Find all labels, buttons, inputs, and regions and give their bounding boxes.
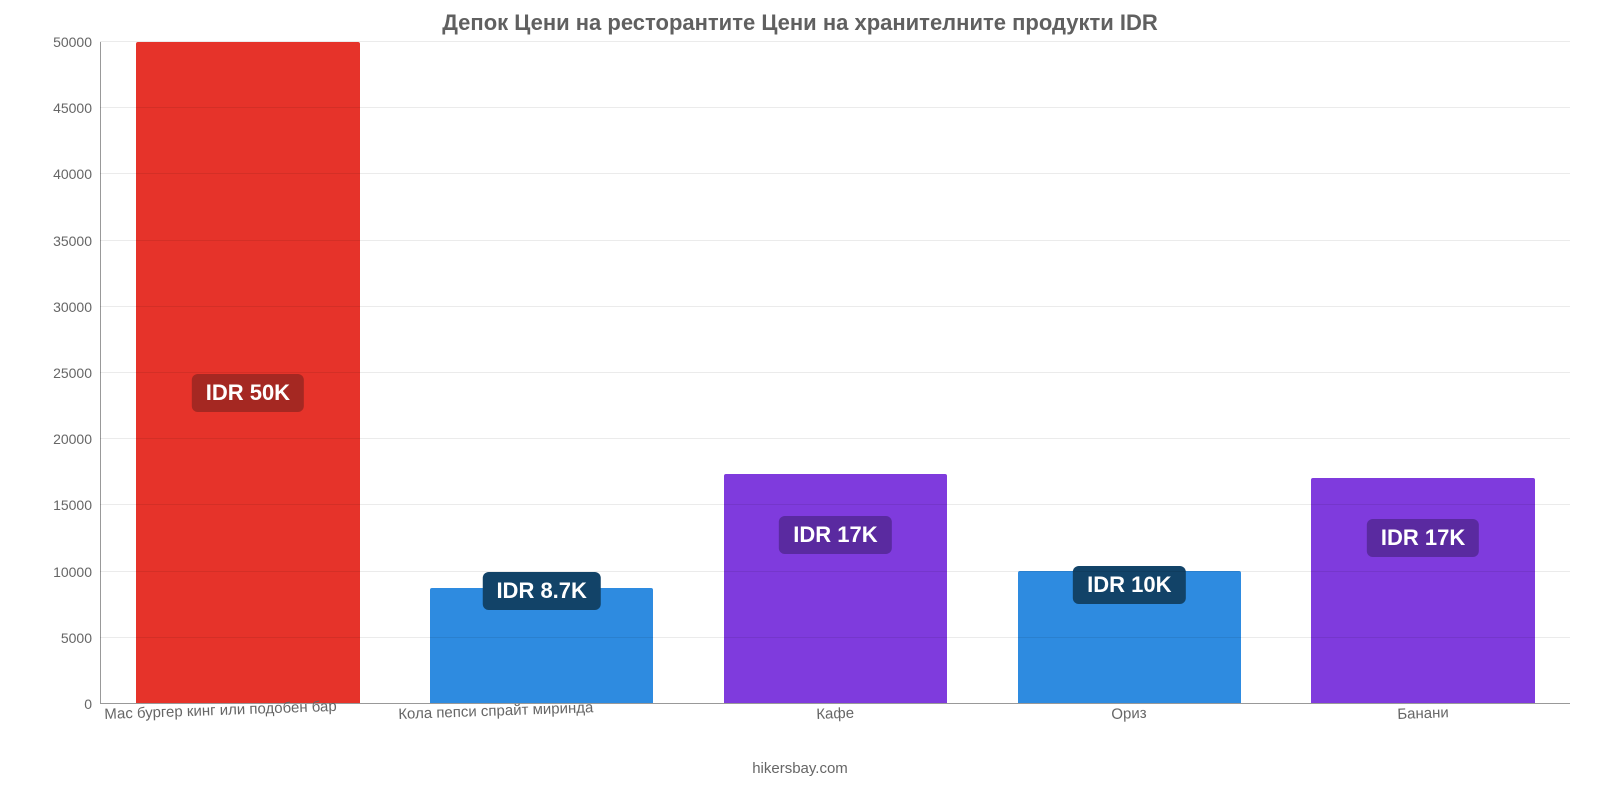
bar	[1311, 478, 1534, 703]
x-axis-label: Кола пепси спрайт миринда	[394, 706, 688, 723]
plot-area: 0500010000150002000025000300003500040000…	[30, 42, 1570, 704]
x-axis-label: Кафе	[688, 706, 982, 723]
y-axis: 0500010000150002000025000300003500040000…	[30, 42, 100, 704]
y-tick-label: 10000	[32, 564, 92, 580]
y-gridline	[100, 41, 1570, 42]
y-gridline	[100, 637, 1570, 638]
y-gridline	[100, 571, 1570, 572]
y-gridline	[100, 107, 1570, 108]
y-tick-label: 50000	[32, 34, 92, 50]
y-tick-label: 20000	[32, 431, 92, 447]
y-tick-label: 0	[32, 696, 92, 712]
y-gridline	[100, 173, 1570, 174]
x-axis-label: Банани	[1276, 706, 1570, 723]
attribution-text: hikersbay.com	[752, 760, 848, 777]
y-tick-label: 30000	[32, 299, 92, 315]
bar-value-badge: IDR 17K	[779, 516, 891, 554]
y-gridline	[100, 504, 1570, 505]
y-tick-label: 45000	[32, 100, 92, 116]
bar-value-badge: IDR 50K	[192, 374, 304, 412]
y-tick-label: 5000	[32, 630, 92, 646]
x-axis-labels: Мас бургер кинг или подобен барКола пепс…	[100, 706, 1570, 723]
y-gridline	[100, 240, 1570, 241]
bars-region: IDR 50KIDR 8.7KIDR 17KIDR 10KIDR 17K	[100, 42, 1570, 704]
y-gridline	[100, 372, 1570, 373]
bar-value-badge: IDR 8.7K	[482, 572, 600, 610]
y-tick-label: 15000	[32, 497, 92, 513]
price-bar-chart: Депок Цени на ресторантите Цени на храни…	[0, 0, 1600, 800]
y-tick-label: 25000	[32, 365, 92, 381]
y-tick-label: 40000	[32, 166, 92, 182]
x-axis-label: Ориз	[982, 706, 1276, 723]
bar-value-badge: IDR 17K	[1367, 519, 1479, 557]
x-axis-label: Мас бургер кинг или подобен бар	[100, 706, 394, 723]
chart-title: Депок Цени на ресторантите Цени на храни…	[30, 10, 1570, 36]
y-gridline	[100, 306, 1570, 307]
bar	[724, 474, 947, 703]
y-tick-label: 35000	[32, 233, 92, 249]
y-gridline	[100, 438, 1570, 439]
